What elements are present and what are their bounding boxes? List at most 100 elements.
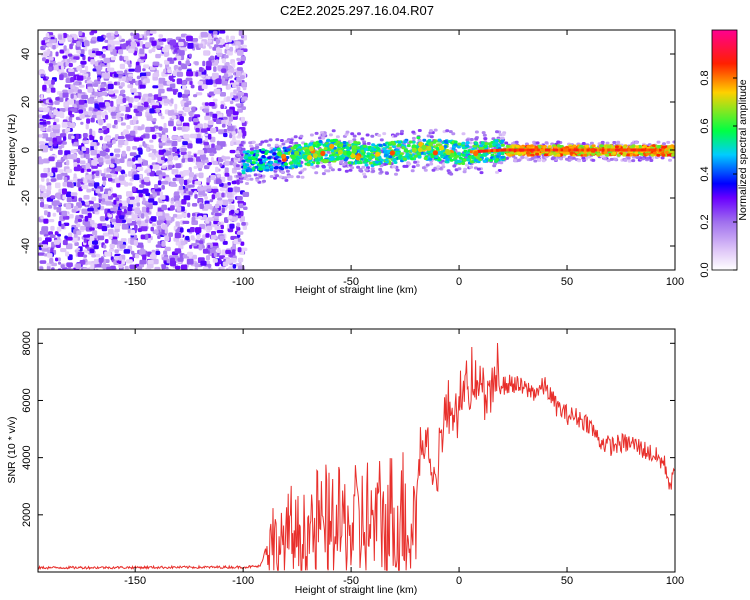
heatmap-cell xyxy=(161,180,169,185)
heatmap-cell xyxy=(382,132,387,136)
heatmap-cell xyxy=(257,173,261,177)
heatmap-cell xyxy=(98,119,103,126)
heatmap-cell xyxy=(119,63,125,70)
heatmap-cell xyxy=(407,162,412,166)
heatmap-cell xyxy=(451,132,456,136)
heatmap-cell xyxy=(278,175,283,179)
heatmap-cell xyxy=(537,158,542,162)
heatmap-cell xyxy=(115,153,120,158)
heatmap-cell xyxy=(134,67,141,73)
heatmap-cell xyxy=(229,223,235,229)
heatmap-cell xyxy=(146,264,154,269)
heatmap-cell xyxy=(69,43,73,50)
heatmap-cell xyxy=(120,113,124,117)
heatmap-cell xyxy=(206,60,212,67)
heatmap-cell xyxy=(98,102,105,108)
heatmap-cell xyxy=(105,201,112,206)
heatmap-cell xyxy=(234,209,239,214)
heatmap-cell xyxy=(240,75,245,80)
heatmap-cell xyxy=(78,109,83,114)
heatmap-cell xyxy=(94,91,99,97)
heatmap-cell xyxy=(44,80,52,85)
heatmap-cell xyxy=(170,205,175,211)
heatmap-cell xyxy=(488,142,493,146)
heatmap-cell xyxy=(111,139,116,144)
heatmap-cell xyxy=(95,170,100,177)
heatmap-cell xyxy=(416,136,421,140)
heatmap-cell xyxy=(65,168,72,173)
heatmap-cell xyxy=(65,61,69,67)
heatmap-cell xyxy=(239,143,244,147)
heatmap-cell xyxy=(417,129,422,132)
heatmap-cell xyxy=(93,108,98,112)
heatmap-cell xyxy=(178,178,184,184)
heatmap-cell xyxy=(100,91,108,96)
heatmap-cell xyxy=(255,145,260,149)
heatmap-cell xyxy=(76,75,84,81)
heatmap-cell xyxy=(114,119,118,125)
heatmap-cell xyxy=(216,47,221,53)
heatmap-cell xyxy=(121,200,129,207)
heatmap-cell xyxy=(104,154,110,159)
heatmap-cell xyxy=(57,257,61,262)
heatmap-cell xyxy=(166,258,172,264)
heatmap-cell xyxy=(335,157,340,161)
heatmap-cell xyxy=(100,84,105,89)
heatmap-cell xyxy=(136,266,143,270)
heatmap-cell xyxy=(137,157,142,163)
heatmap-cell xyxy=(85,123,89,130)
heatmap-cell xyxy=(330,149,335,153)
heatmap-cell xyxy=(321,136,326,140)
heatmap-cell xyxy=(38,237,42,242)
heatmap-cell xyxy=(237,108,243,113)
heatmap-cell xyxy=(223,156,231,160)
heatmap-cell xyxy=(92,230,98,236)
heatmap-cell xyxy=(251,140,256,144)
heatmap-cell xyxy=(42,204,49,209)
heatmap-cell xyxy=(422,152,427,156)
heatmap-cell xyxy=(241,106,246,110)
heatmap-cell xyxy=(211,194,216,200)
heatmap-cell xyxy=(308,143,313,147)
heatmap-cell xyxy=(239,204,244,209)
heatmap-cell xyxy=(482,133,487,137)
heatmap-cell xyxy=(471,156,476,160)
heatmap-cell xyxy=(157,180,162,186)
heatmap-cell xyxy=(133,174,140,181)
heatmap-cell xyxy=(544,141,549,145)
heatmap-cell xyxy=(77,178,83,182)
heatmap-cell xyxy=(156,211,163,217)
heatmap-cell xyxy=(176,206,182,211)
heatmap-cell xyxy=(192,212,196,217)
heatmap-cell xyxy=(206,177,211,183)
heatmap-cell xyxy=(57,61,64,66)
heatmap-cell xyxy=(353,140,358,144)
heatmap-cell xyxy=(43,45,47,49)
heatmap-cell xyxy=(634,141,639,145)
heatmap-cell xyxy=(178,50,185,56)
heatmap-cell xyxy=(161,134,168,139)
heatmap-cell xyxy=(395,132,400,136)
heatmap-cell xyxy=(193,153,197,158)
heatmap-cell xyxy=(264,157,269,161)
heatmap-cell xyxy=(221,123,226,128)
heatmap-cell xyxy=(356,165,361,169)
heatmap-cell xyxy=(171,216,175,222)
heatmap-cell xyxy=(392,165,396,169)
heatmap-cell xyxy=(160,156,166,161)
heatmap-cell xyxy=(96,142,100,146)
heatmap-cell xyxy=(572,144,577,148)
heatmap-cell xyxy=(216,221,222,225)
heatmap-cell xyxy=(195,227,202,233)
heatmap-cell xyxy=(115,46,122,51)
heatmap-cell xyxy=(121,150,126,157)
heatmap-cell xyxy=(99,150,106,157)
heatmap-cell xyxy=(60,264,65,269)
heatmap-cell xyxy=(364,147,369,151)
heatmap-cell xyxy=(226,193,233,198)
heatmap-cell xyxy=(363,175,368,179)
heatmap-cell xyxy=(408,155,413,158)
heatmap-cell xyxy=(38,114,43,119)
heatmap-cell xyxy=(227,83,231,90)
heatmap-cell xyxy=(93,258,100,264)
